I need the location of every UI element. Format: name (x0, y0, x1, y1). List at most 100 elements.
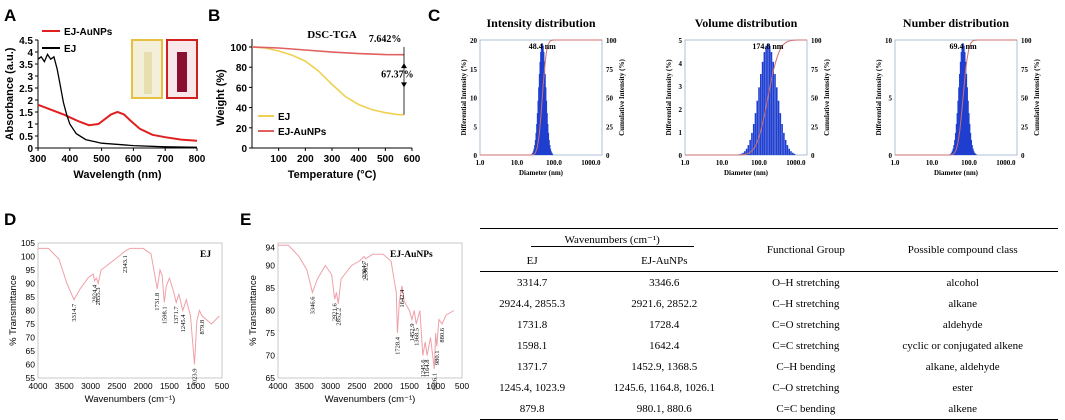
table-cell: 2924.4, 2855.3 (499, 297, 566, 310)
x-tick-label: 400 (61, 154, 78, 165)
distribution-bar (790, 151, 792, 155)
peak-label: 1023.9 (191, 369, 198, 387)
y-tick-label: 65 (266, 373, 276, 383)
peak-label: 2852.2 (335, 308, 342, 326)
x-tick-label: 2000 (374, 381, 393, 391)
table-cell: 1642.4 (649, 339, 680, 352)
y-tick-label: 5 (679, 37, 683, 45)
x-tick-label: 3000 (321, 381, 340, 391)
y2-tick-label: 25 (1021, 123, 1029, 131)
subplot-title: Number distribution (903, 16, 1009, 30)
y-tick-label: 2 (27, 96, 33, 107)
y2-tick-label: 50 (811, 95, 819, 103)
distribution-bar (970, 139, 973, 155)
y-tick-label: 85 (26, 292, 36, 302)
y-tick-label: 100 (230, 43, 247, 54)
distribution-bar (975, 154, 977, 155)
y-axis-label: Weight (%) (215, 69, 227, 126)
x-tick-label: 100.0 (546, 159, 562, 167)
x-tick-label: 100 (270, 154, 287, 165)
y-tick-label: 40 (236, 104, 248, 115)
table-cell: 1245.4, 1023.9 (499, 381, 566, 394)
distribution-bar (959, 61, 962, 155)
y2-axis-label: Cumulative Intensity (%) (823, 59, 831, 136)
x-tick-label: 3500 (295, 381, 314, 391)
distribution-bar (783, 132, 785, 155)
table-cell: C–O stretching (772, 381, 840, 394)
y-tick-label: 5 (889, 95, 893, 103)
distribution-bar (961, 45, 964, 155)
y-tick-label: 2 (679, 106, 683, 114)
header-compound-class: Possible compound class (867, 228, 1058, 272)
cumulative-curve (480, 39, 602, 156)
x-tick-label: 4000 (269, 381, 288, 391)
x-tick-label: 1000.0 (996, 159, 1016, 167)
legend-label: EJ (64, 44, 76, 55)
y-tick-label: 5 (474, 123, 478, 131)
distribution-bar (763, 52, 766, 156)
distribution-bar (551, 153, 554, 155)
distribution-bar (754, 113, 757, 155)
table-cell: C=C bending (744, 398, 868, 420)
table-cell: 3346.6 (649, 276, 680, 289)
table-row: 879.8 980.1, 880.6 C=C bending alkene (480, 398, 1058, 420)
tga-chart: 0 20 40 60 80 100 100 200 300 400 500 600 Temperatur… (215, 29, 421, 181)
distribution-bar (964, 61, 967, 155)
y-tick-label: 0 (241, 144, 247, 155)
peak-label: 2855.3 (95, 288, 102, 306)
y-tick-label: 100 (21, 252, 35, 262)
x-axis-label: Wavenumbers (cm⁻¹) (325, 394, 416, 405)
y-tick-label: 55 (26, 373, 36, 383)
table-cell: aldehyde (942, 318, 983, 331)
y-axis-label: % Transmittance (8, 275, 19, 346)
distribution-bar (951, 151, 954, 155)
legend-label: EJ-AuNPs (64, 27, 113, 38)
x-tick-label: 1000 (426, 381, 445, 391)
x-tick-label: 2500 (107, 381, 126, 391)
series-line-ej (251, 46, 404, 116)
x-tick-label: 500 (93, 154, 110, 165)
x-tick-label: 10.0 (926, 159, 939, 167)
distribution-bar (973, 152, 976, 155)
distribution-bar (965, 73, 968, 155)
x-tick-label: 1000 (186, 381, 205, 391)
distribution-bar (972, 151, 975, 155)
table-row: 3314.7 3346.6 O–H stretching alcohol (480, 272, 1058, 294)
x-tick-label: 300 (30, 154, 47, 165)
annotation-label: 7.642% (369, 34, 402, 45)
table-row: 1598.1 1642.4 C=C stretching cyclic or conj… (480, 335, 1058, 356)
plot-frame (277, 242, 463, 379)
panel-letter-e: E (240, 210, 252, 229)
y-tick-label: 1.5 (19, 108, 33, 119)
distribution-bar (974, 153, 977, 155)
x-tick-label: 3000 (81, 381, 100, 391)
distribution-bar (768, 45, 771, 155)
peak-label: 2343.1 (122, 255, 129, 273)
table-row: 1245.4, 1023.9 1245.6, 1164.8, 1026.1 C–O … (480, 377, 1058, 398)
distribution-bar (749, 139, 751, 155)
panel-letter-c: C (428, 6, 441, 25)
peak-label: 1728.4 (394, 336, 401, 355)
distribution-bar (966, 87, 968, 155)
distribution-bar (957, 100, 959, 155)
x-tick-label: 700 (157, 154, 174, 165)
table-cell: alkane (948, 297, 978, 310)
distribution-bar (972, 148, 974, 155)
y-tick-label: 0 (474, 152, 478, 160)
distribution-bar (779, 113, 782, 155)
series-line-ejaunps (251, 46, 405, 56)
subplot-title: Intensity distribution (486, 16, 595, 30)
distribution-bar (745, 148, 748, 155)
peak-label: 2336.2 (362, 263, 369, 281)
peak-label: 3346.6 (309, 296, 316, 315)
ftir-ejaunps-chart: 65 70 75 80 85 90 94 4000 3500 3000 2500 2000 1500 10… (248, 242, 469, 406)
distribution-bar (756, 100, 759, 155)
distribution-bar (954, 132, 957, 155)
y2-tick-label: 75 (1021, 66, 1029, 74)
series-line-ejaunps (37, 103, 198, 142)
x-tick-label: 600 (404, 154, 421, 165)
table-cell: 2921.6, 2852.2 (631, 297, 698, 310)
y-axis-label: Differential Intensity (%) (665, 59, 673, 136)
annotation-arrow (401, 63, 407, 69)
peak-label: 48.4 nm (529, 42, 556, 51)
